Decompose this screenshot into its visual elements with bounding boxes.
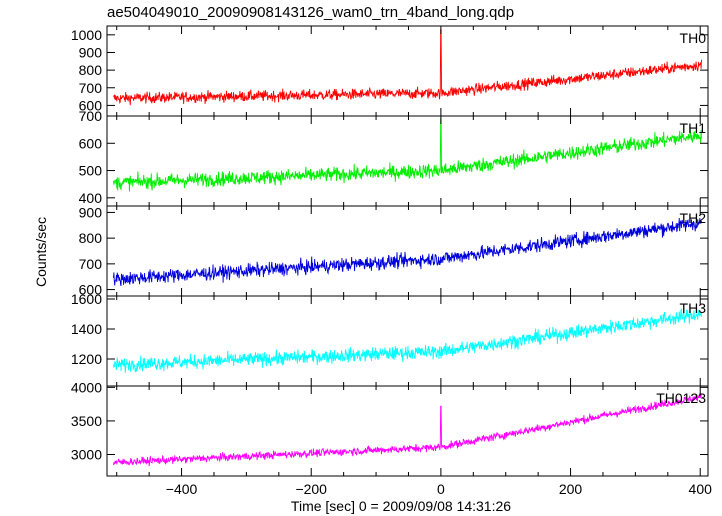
y-tick-label: 600 [79,135,103,151]
y-tick-label: 900 [79,204,103,220]
panel-label-th2: TH2 [680,210,707,226]
series-line-th2 [113,217,702,286]
y-tick-label: 1200 [71,351,102,367]
panel-label-th0123: TH0123 [656,390,706,406]
x-tick-label: 400 [689,481,713,497]
chart-title: ae504049010_20090908143126_wam0_trn_4ban… [107,4,514,21]
series-line-th3 [113,307,702,373]
y-tick-label: 1000 [71,27,102,43]
panel-th1: 400 500 600 700 TH1 [79,108,709,207]
x-axis: −400 −200 0 200 400 [166,481,712,497]
panel-th2: 600 700 800 900 TH2 [79,204,709,298]
y-tick-label: 3000 [71,447,102,463]
y-tick-label: 900 [79,44,103,60]
panel-frame [106,25,709,117]
y-tick-label: 800 [79,230,103,246]
panel-label-th3: TH3 [680,300,707,316]
panel-frame [106,295,709,387]
y-tick-label: 700 [79,80,103,96]
y-tick-label: 600 [79,97,103,113]
x-tick-label: −200 [295,481,327,497]
x-tick-label: 0 [437,481,445,497]
y-tick-label: 700 [79,256,103,272]
y-tick-label: 3500 [71,413,102,429]
panel-th3: 1200 1400 1600 TH3 [71,291,709,387]
y-tick-label: 400 [79,190,103,206]
panel-frame [106,385,709,477]
series-line-th1 [113,118,702,192]
y-tick-label: 500 [79,163,103,179]
series-line-th0 [113,29,702,106]
panel-frame [106,205,709,297]
x-axis-label: Time [sec] 0 = 2009/09/08 14:31:26 [291,498,511,514]
panel-th0123: 3000 3500 4000 TH0123 [71,379,709,477]
x-tick-label: 200 [559,481,583,497]
y-tick-label: 1400 [71,321,102,337]
panel-label-th1: TH1 [680,120,707,136]
y-tick-label: 1600 [71,291,102,307]
y-tick-label: 4000 [71,379,102,395]
y-tick-label: 800 [79,62,103,78]
panel-label-th0: TH0 [680,30,707,46]
x-tick-label: −400 [166,481,198,497]
y-tick-label: 600 [79,282,103,298]
series-line-th0123 [113,393,702,466]
y-axis-label: Counts/sec [33,217,49,287]
y-tick-label: 700 [79,108,103,124]
panel-frame [106,115,709,207]
